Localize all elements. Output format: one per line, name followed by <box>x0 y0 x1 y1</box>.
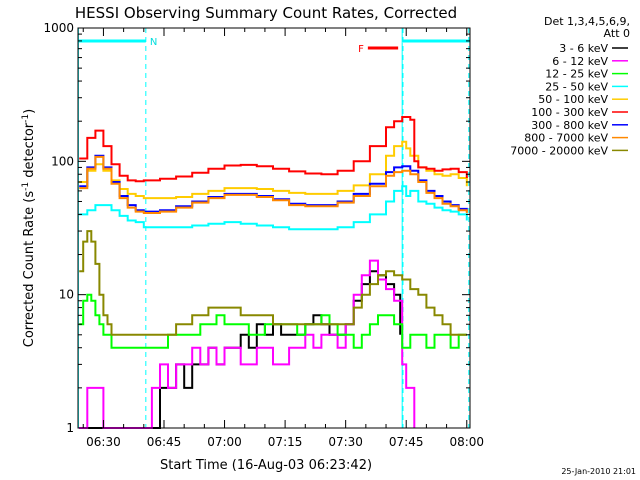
legend-entry-label: 3 - 6 keV <box>559 42 608 55</box>
series-line-8 <box>79 155 468 214</box>
x-tick-label: 07:00 <box>207 435 242 449</box>
y-tick-label: 100 <box>51 154 74 168</box>
footer-date: 25-Jan-2010 21:01 <box>561 467 636 476</box>
legend-entry-label: 300 - 800 keV <box>531 119 608 132</box>
legend-entry-label: 25 - 50 keV <box>545 80 608 93</box>
plot-frame <box>77 27 471 429</box>
plot-series <box>79 116 468 429</box>
night-label: N <box>150 37 157 48</box>
x-tick-label: 08:00 <box>449 435 484 449</box>
x-tick-label: 07:15 <box>268 435 303 449</box>
series-line-9 <box>79 230 467 336</box>
y-tick-label: 1000 <box>43 21 74 35</box>
legend-entry-label: 100 - 300 keV <box>531 106 608 119</box>
y-tick-label: 1 <box>66 421 74 435</box>
x-axis-label: Start Time (16-Aug-03 06:23:42) <box>160 458 372 473</box>
legend-entry-label: 800 - 7000 keV <box>524 132 608 145</box>
series-line-6 <box>79 116 468 183</box>
series-line-4 <box>79 185 468 231</box>
axes: 1 10 100 1000 06:30 06:45 07:00 07:15 07:30 07:45… <box>43 21 484 449</box>
chart-title: HESSI Observing Summary Count Rates, Cor… <box>75 4 457 22</box>
y-tick-label: 10 <box>59 288 74 302</box>
flare-label: F <box>358 44 364 55</box>
series-line-2 <box>79 259 416 429</box>
legend-entry-label: 6 - 12 keV <box>552 55 608 68</box>
y-axis-label: Corrected Count Rate (s-1 detector-1) <box>21 109 37 347</box>
legend-header-line-1: Det 1,3,4,5,6,9, <box>544 15 630 28</box>
x-tick-label: 07:30 <box>328 435 363 449</box>
x-tick-label: 06:45 <box>147 435 182 449</box>
x-tick-label: 06:30 <box>86 435 121 449</box>
x-tick-label: 07:45 <box>389 435 424 449</box>
legend-header-line-2: Att 0 <box>604 27 630 40</box>
legend-entry-label: 50 - 100 keV <box>538 93 608 106</box>
legend-entry-label: 12 - 25 keV <box>545 68 608 81</box>
legend-entry-label: 7000 - 20000 keV <box>510 144 608 157</box>
